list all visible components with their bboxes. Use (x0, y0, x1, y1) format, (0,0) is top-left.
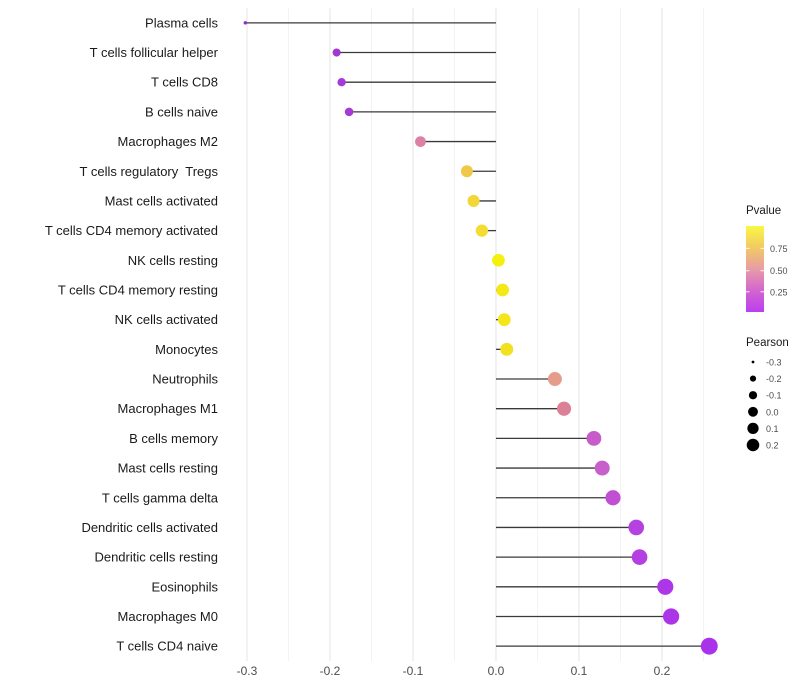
pearson-legend-dot (746, 438, 760, 452)
pearson-legend-dot (748, 391, 758, 400)
category-label: NK cells activated (115, 312, 218, 327)
lollipop-dot (631, 549, 648, 565)
category-label: Macrophages M2 (118, 134, 218, 149)
x-tick-label: 0.2 (654, 664, 671, 678)
pvalue-tick-label: 0.75 (770, 244, 788, 254)
lollipop-dot (594, 460, 610, 476)
category-label: Dendritic cells activated (81, 520, 218, 535)
pearson-legend-label: 0.2 (766, 441, 779, 451)
pvalue-gradient-bar (746, 226, 764, 312)
category-label: T cells gamma delta (102, 490, 219, 505)
x-tick-label: 0.1 (571, 664, 588, 678)
lollipop-dot (492, 253, 505, 267)
lollipop-dot (467, 194, 480, 207)
category-label: Monocytes (155, 342, 218, 357)
category-label: NK cells resting (128, 253, 218, 268)
lollipop-dot (415, 136, 426, 147)
category-label: Mast cells activated (105, 193, 218, 208)
lollipop-dot (243, 21, 248, 25)
pearson-legend-dot (749, 375, 757, 382)
category-label: T cells regulatory Tregs (80, 164, 219, 179)
pearson-legend-label: -0.2 (766, 374, 782, 384)
pvalue-legend-title: Pvalue (746, 205, 781, 217)
pearson-legend-dot (747, 422, 759, 435)
lollipop-dot (344, 107, 354, 117)
pearson-legend-dot (748, 406, 758, 417)
lollipop-dot (475, 224, 489, 237)
category-label: T cells CD4 naive (116, 639, 218, 654)
pearson-legend-label: -0.3 (766, 358, 782, 368)
category-label: T cells follicular helper (90, 45, 219, 60)
lollipop-dot (337, 78, 346, 87)
lollipop-dot (500, 342, 514, 356)
category-label: Eosinophils (152, 579, 219, 594)
x-tick-label: -0.1 (403, 664, 424, 678)
category-label: Plasma cells (145, 15, 218, 30)
lollipop-dot (496, 283, 510, 297)
pearson-legend-label: 0.1 (766, 424, 779, 434)
category-label: T cells CD4 memory activated (45, 223, 218, 238)
category-label: B cells naive (145, 104, 218, 119)
x-tick-label: 0.0 (488, 664, 505, 678)
category-label: T cells CD8 (151, 75, 218, 90)
lollipop-dot (628, 519, 645, 536)
pvalue-tick-label: 0.50 (770, 266, 788, 276)
pvalue-tick-label: 0.25 (770, 287, 788, 297)
pearson-legend-label: -0.1 (766, 391, 782, 401)
lollipop-dot (556, 401, 572, 416)
category-label: Dendritic cells resting (94, 550, 218, 565)
lollipop-dot (586, 430, 602, 446)
x-tick-label: -0.2 (320, 664, 341, 678)
lollipop-dot (657, 578, 674, 595)
lollipop-dot (662, 608, 680, 625)
pearson-legend-dot (751, 360, 755, 364)
category-label: Mast cells resting (118, 461, 218, 476)
lollipop-dot (460, 165, 473, 178)
lollipop-dot (700, 637, 718, 655)
lollipop-dot (547, 372, 562, 387)
lollipop-dot (497, 313, 511, 327)
pearson-legend-label: 0.0 (766, 407, 779, 417)
lollipop-dot (332, 48, 341, 57)
category-label: Macrophages M0 (118, 609, 218, 624)
category-label: B cells memory (129, 431, 218, 446)
pearson-legend-title: Pearson (746, 337, 789, 349)
lollipop-dot (605, 490, 621, 506)
category-label: T cells CD4 memory resting (58, 282, 218, 297)
x-tick-label: -0.3 (237, 664, 258, 678)
category-label: Neutrophils (152, 372, 218, 387)
category-label: Macrophages M1 (118, 401, 218, 416)
